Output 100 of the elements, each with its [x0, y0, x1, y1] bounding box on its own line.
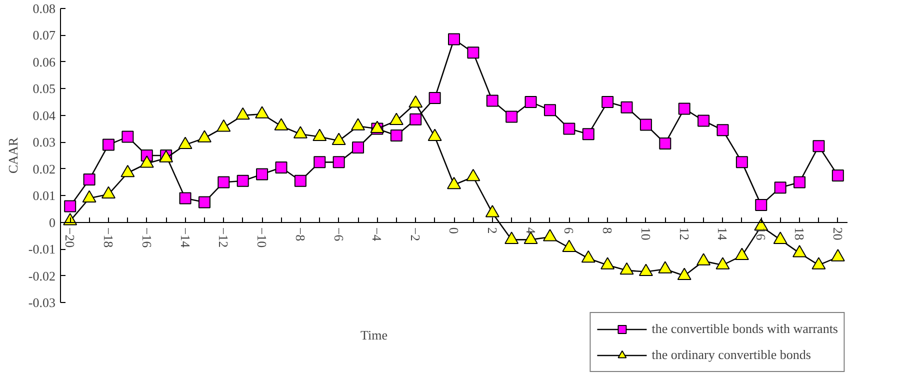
point	[506, 110, 518, 123]
point	[486, 94, 498, 107]
point	[794, 176, 806, 188]
point	[677, 268, 692, 280]
point	[82, 190, 96, 203]
point	[466, 168, 480, 182]
point	[428, 92, 441, 104]
point	[236, 174, 249, 187]
point	[640, 118, 652, 131]
x-tick-label: −12	[216, 227, 232, 248]
x-tick-label: 16	[754, 227, 769, 241]
point	[755, 198, 768, 211]
y-tick-label: 0.03	[32, 134, 56, 150]
point	[698, 114, 710, 127]
point	[696, 253, 711, 266]
x-tick-label: 0	[446, 227, 462, 234]
point	[736, 156, 748, 168]
point	[120, 164, 135, 178]
point	[390, 129, 402, 142]
point	[620, 101, 633, 114]
point	[812, 257, 826, 270]
x-tick-label: −4	[370, 227, 385, 242]
y-axis-title: CAAR	[5, 137, 20, 174]
x-tick-label: −10	[254, 227, 270, 248]
x-tick-label: 6	[562, 227, 577, 234]
x-tick-label: −18	[100, 227, 116, 248]
point	[792, 245, 807, 258]
point	[179, 192, 192, 204]
x-tick-label: −8	[292, 227, 308, 242]
point	[659, 137, 672, 150]
point	[332, 156, 345, 168]
point	[504, 232, 519, 244]
point	[774, 182, 786, 194]
point	[658, 261, 672, 274]
point	[352, 141, 364, 154]
y-tick-label: 0.05	[32, 81, 56, 96]
x-tick-label: −16	[139, 227, 154, 248]
x-tick-label: 4	[523, 227, 538, 234]
x-tick-label: −6	[331, 227, 346, 242]
point	[198, 196, 210, 208]
point	[544, 104, 556, 116]
point	[275, 162, 288, 174]
point	[563, 122, 576, 135]
y-tick-label: 0.04	[32, 108, 56, 123]
point	[812, 140, 825, 152]
point	[448, 33, 460, 46]
point	[410, 113, 422, 126]
point	[294, 174, 306, 187]
point	[524, 96, 537, 108]
point	[524, 232, 538, 244]
y-tick-label: 0.08	[32, 1, 56, 16]
point	[447, 176, 461, 190]
point	[582, 128, 594, 140]
point	[773, 232, 788, 244]
point	[218, 176, 230, 188]
x-tick-label: 12	[676, 227, 692, 240]
point	[428, 128, 442, 142]
point	[620, 262, 634, 275]
point	[600, 257, 615, 270]
legend-label: the ordinary convertible bonds	[652, 347, 811, 363]
x-tick-label: −2	[408, 227, 424, 242]
y-tick-label: -0.01	[28, 242, 56, 257]
point	[467, 46, 480, 59]
point	[64, 200, 76, 212]
y-tick-label: -0.02	[28, 268, 56, 284]
point	[312, 128, 327, 142]
x-tick-label: 8	[600, 227, 616, 234]
point	[332, 132, 346, 146]
point	[542, 229, 557, 242]
y-tick-label: 0.07	[32, 28, 56, 43]
point	[832, 170, 844, 182]
point	[140, 156, 154, 168]
point	[178, 136, 192, 150]
point	[716, 124, 729, 136]
x-tick-label: −20	[62, 227, 78, 248]
point	[602, 96, 614, 108]
point	[102, 138, 114, 151]
x-tick-label: 10	[638, 227, 654, 240]
x-axis-title: Time	[360, 328, 388, 342]
y-tick-label: 0.02	[32, 161, 56, 176]
legend-label: the convertible bonds with warrants	[652, 321, 838, 337]
point	[101, 186, 116, 199]
point	[256, 168, 268, 180]
point	[83, 174, 96, 186]
y-tick-label: 0.01	[32, 188, 56, 204]
point	[562, 240, 576, 252]
point	[581, 250, 596, 263]
point	[638, 264, 653, 276]
x-tick-label: 2	[484, 227, 500, 234]
point	[734, 248, 749, 260]
x-tick-label: 18	[792, 227, 808, 240]
point	[830, 249, 845, 262]
point	[485, 204, 500, 218]
x-tick-label: 20	[830, 227, 846, 240]
point	[678, 102, 690, 115]
point	[716, 257, 730, 270]
point	[314, 156, 326, 168]
y-tick-label: -0.03	[28, 295, 56, 310]
x-tick-label: −14	[178, 227, 193, 248]
point	[122, 130, 134, 143]
